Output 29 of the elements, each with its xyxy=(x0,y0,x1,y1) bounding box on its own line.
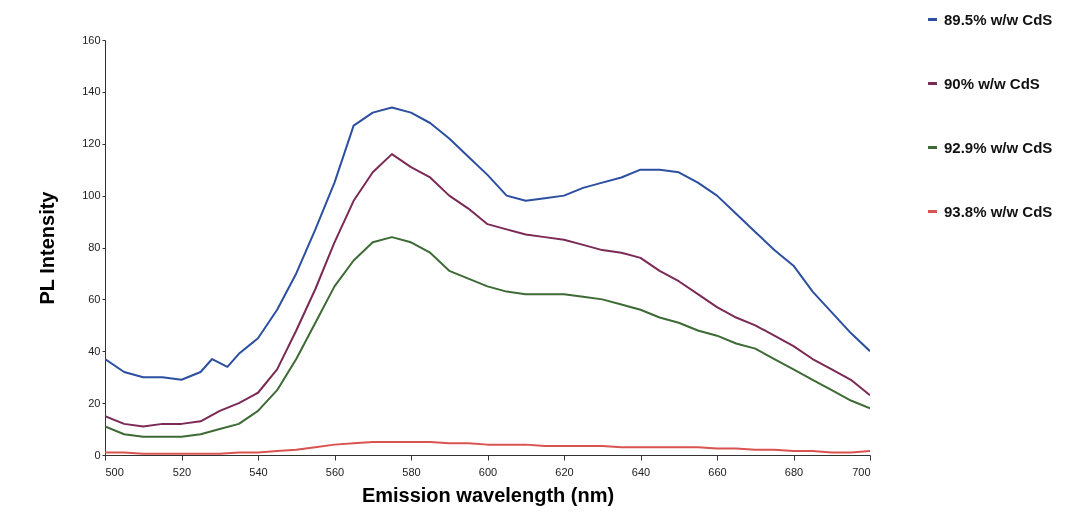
legend-label: 93.8% w/w CdS xyxy=(944,202,1053,220)
x-tick-label: 700 xyxy=(852,465,871,478)
y-tick-label: 40 xyxy=(88,344,101,357)
y-tick-label: 20 xyxy=(88,396,101,409)
y-tick-label: 120 xyxy=(82,137,101,150)
x-tick-label: 580 xyxy=(402,465,421,478)
x-tick-label: 660 xyxy=(708,465,727,478)
x-tick-label: 540 xyxy=(249,465,268,478)
y-tick-label: 0 xyxy=(94,448,101,461)
line-series xyxy=(105,236,870,438)
x-tick-label: 620 xyxy=(555,465,574,478)
x-tick-label: 500 xyxy=(105,465,124,478)
y-tick-label: 140 xyxy=(82,85,101,98)
x-axis-title: Emission wavelength (nm) xyxy=(361,483,615,506)
line-series xyxy=(105,106,870,381)
x-tick-label: 560 xyxy=(325,465,345,478)
legend-label: 92.9% w/w CdS xyxy=(944,138,1053,156)
x-tick-label: 600 xyxy=(478,465,498,478)
legend-label: 90% w/w CdS xyxy=(944,74,1040,92)
x-tick-label: 680 xyxy=(784,465,804,478)
line-series xyxy=(105,153,870,428)
y-tick-label: 80 xyxy=(88,241,101,253)
y-tick-label: 60 xyxy=(88,292,101,305)
x-tick-label: 520 xyxy=(172,465,192,478)
x-tick-label: 640 xyxy=(631,465,651,478)
y-axis-title: PL Intensity xyxy=(36,190,59,305)
y-tick-label: 100 xyxy=(82,189,101,202)
y-tick-label: 160 xyxy=(82,33,101,46)
legend-label: 89.5% w/w CdS xyxy=(944,10,1053,28)
